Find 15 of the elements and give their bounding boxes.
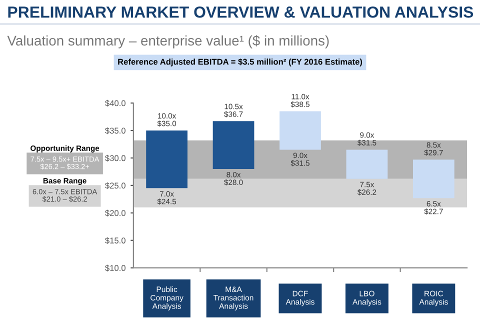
y-tick-label: $10.0 bbox=[105, 264, 126, 272]
y-tick-label: $15.0 bbox=[105, 237, 126, 244]
bar bbox=[280, 111, 321, 150]
y-tick-label: $30.0 bbox=[105, 154, 126, 162]
bar bbox=[346, 150, 388, 179]
y-tick-label: $40.0 bbox=[105, 100, 126, 107]
bar bbox=[212, 121, 254, 169]
chart-title: PRELIMINARY MARKET OVERVIEW & VALUATION ANALYSIS bbox=[8, 6, 474, 18]
y-tick-label: $25.0 bbox=[105, 182, 126, 190]
text: Reference Adjusted EBITDA = $3.5 million² (FY 2016 Estimate) bbox=[118, 58, 362, 66]
bar bbox=[146, 130, 188, 188]
bar bbox=[412, 160, 454, 198]
y-tick-label: $35.0 bbox=[105, 127, 126, 134]
y-tick-label: $20.0 bbox=[105, 210, 126, 217]
chart-subtitle: Valuation summary – enterprise value¹ ($ in millions) bbox=[7, 35, 329, 48]
